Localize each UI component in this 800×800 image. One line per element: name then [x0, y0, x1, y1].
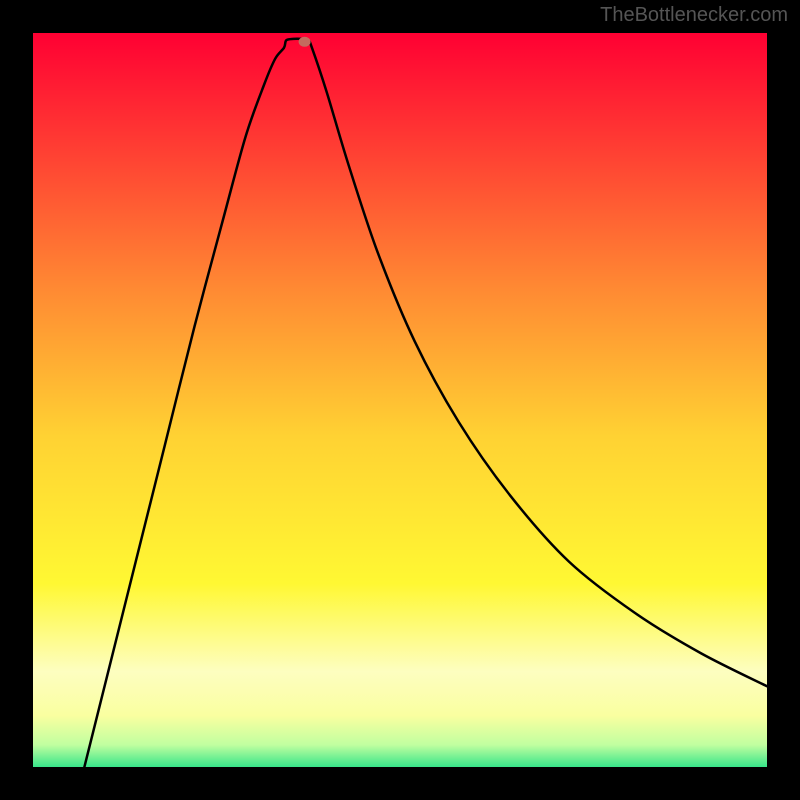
bottleneck-chart: [0, 0, 800, 800]
watermark-text: TheBottlenecker.com: [600, 4, 788, 27]
chart-container: TheBottlenecker.com: [0, 0, 800, 800]
plot-background: [33, 33, 767, 767]
operating-point-marker: [299, 37, 311, 47]
